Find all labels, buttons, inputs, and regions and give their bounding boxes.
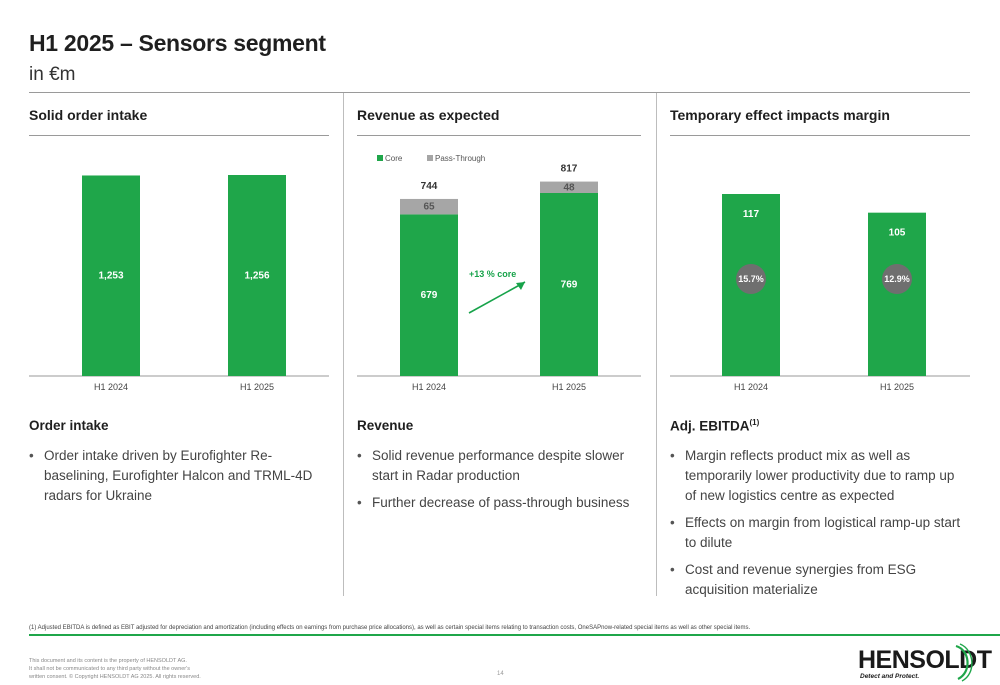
bullet-item: Solid revenue performance despite slower… [357,446,647,486]
bullet-item: Cost and revenue synergies from ESG acqu… [670,560,965,600]
bar-core [540,193,598,376]
section-title-order-intake: Order intake [29,418,109,433]
column-heading-rule [357,135,641,136]
column-divider [656,93,657,596]
bar [228,175,286,376]
data-label: 117 [743,209,760,220]
logo-wordmark: HENSOLDT [858,646,992,674]
column-heading-rule [29,135,329,136]
data-label: 769 [561,280,578,291]
margin-bubble [882,264,912,294]
column-heading-order-intake: Solid order intake [29,107,148,123]
data-label: 105 [889,228,906,239]
x-tick-label: H1 2025 [880,382,914,392]
growth-arrow-head [516,282,525,290]
page-title: H1 2025 – Sensors segment [29,30,326,56]
legend-swatch [377,155,383,161]
order-intake-chart: 1,253 H1 2024 1,256 H1 2025 [29,175,329,392]
bullet-item: Order intake driven by Eurofighter Re-ba… [29,446,334,506]
legend-label: Pass-Through [435,154,485,163]
revenue-bullets: Solid revenue performance despite slower… [357,446,647,520]
legend-swatch [427,155,433,161]
column-divider [343,93,344,596]
bar-core [400,214,458,376]
footnote: (1) Adjusted EBITDA is defined as EBIT a… [29,625,751,631]
bar [868,212,926,376]
column-heading-rule [670,135,970,136]
section-title-revenue: Revenue [357,418,414,433]
x-tick-label: H1 2024 [94,382,128,392]
x-tick-label: H1 2024 [412,382,446,392]
x-tick-label: H1 2025 [552,382,586,392]
legal-notice: This document and its content is the pro… [29,658,201,680]
total-label: 817 [561,164,578,175]
logo-swoosh-icon [955,643,973,682]
data-label: 65 [423,202,435,213]
data-label: 1,256 [244,271,269,282]
x-tick-label: H1 2025 [240,382,274,392]
margin-label: 12.9% [884,274,910,284]
data-label: 1,253 [98,271,123,282]
adj-ebitda-chart: 117 15.7% H1 2024 105 12.9% H1 2025 [670,194,970,392]
data-label: 48 [563,182,575,193]
bar [82,175,140,376]
hensoldt-logo: HENSOLDT Detect and Protect. [858,643,992,682]
bar-pass-through [400,198,458,215]
margin-label: 15.7% [738,274,764,284]
order-intake-bullets: Order intake driven by Eurofighter Re-ba… [29,446,334,513]
bar-pass-through [540,181,598,193]
growth-arrow [468,281,526,314]
data-label: 679 [421,290,438,301]
page-subtitle: in €m [29,64,76,85]
total-label: 744 [421,181,438,192]
page-number: 14 [497,671,504,677]
bullet-item: Effects on margin from logistical ramp-u… [670,513,965,553]
margin-bubble [736,264,766,294]
bullet-item: Further decrease of pass-through busines… [357,493,647,513]
column-heading-margin: Temporary effect impacts margin [670,107,890,123]
title-divider [29,92,970,93]
growth-annotation: +13 % core [469,269,516,279]
bullet-item: Margin reflects product mix as well as t… [670,446,965,506]
x-tick-label: H1 2024 [734,382,768,392]
footer-rule [29,634,1000,636]
column-heading-revenue: Revenue as expected [357,107,500,123]
logo-tagline: Detect and Protect. [860,673,920,680]
legend-label: Core [385,154,403,163]
revenue-chart: Core Pass-Through 679 65 744 H1 2024 769 48 817 H… [357,154,641,392]
footnote-marker: (1) [749,418,760,427]
adj-ebitda-bullets: Margin reflects product mix as well as t… [670,446,965,607]
section-title-adj-ebitda: Adj. EBITDA(1) [670,418,760,434]
